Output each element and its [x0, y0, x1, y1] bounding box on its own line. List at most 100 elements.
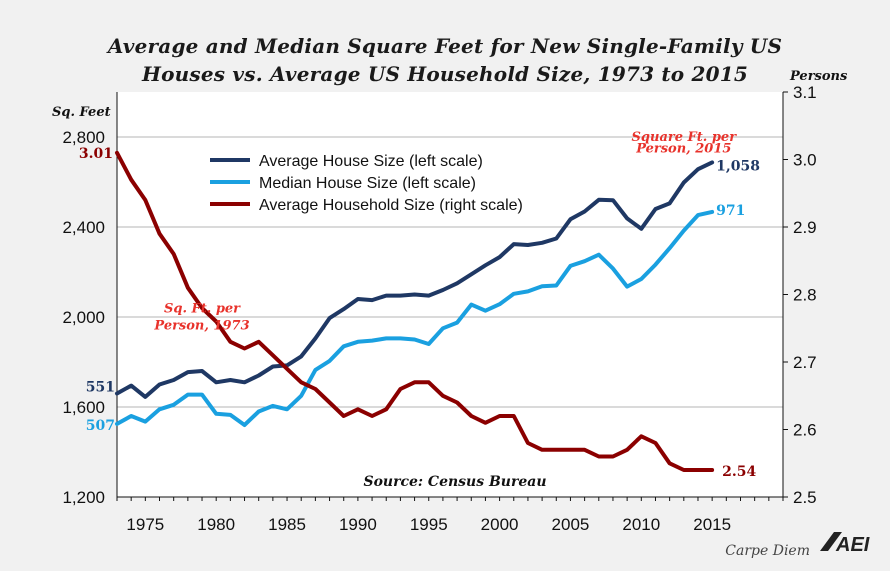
- annotation-label: 3.01: [79, 146, 113, 162]
- data-point: [625, 448, 629, 452]
- data-point: [427, 294, 431, 298]
- data-point: [242, 346, 247, 351]
- annotation-label: 2.54: [722, 464, 756, 480]
- data-point: [583, 259, 587, 263]
- data-point: [342, 307, 346, 311]
- data-point: [242, 380, 247, 384]
- data-point: [157, 407, 162, 411]
- data-point: [242, 423, 247, 427]
- data-point: [512, 292, 516, 296]
- data-point: [299, 354, 303, 358]
- data-point: [710, 468, 714, 472]
- data-point: [257, 409, 261, 414]
- data-point: [143, 395, 147, 399]
- data-point: [342, 344, 346, 348]
- data-point: [526, 243, 530, 247]
- annotation-label: 971: [716, 203, 745, 219]
- data-point: [384, 336, 388, 340]
- data-point: [696, 213, 700, 217]
- x-tick-label: 2010: [622, 515, 660, 534]
- legend-label: Average Household Size (right scale): [259, 197, 523, 214]
- data-point: [313, 387, 317, 391]
- data-point: [611, 198, 615, 202]
- data-point: [129, 384, 133, 388]
- data-point: [157, 232, 162, 236]
- data-point: [554, 236, 558, 241]
- data-point: [710, 160, 714, 165]
- data-point: [653, 207, 658, 211]
- data-point: [540, 284, 544, 288]
- data-point: [554, 448, 558, 452]
- data-point: [639, 227, 643, 231]
- annotation-label: 1,058: [716, 158, 760, 174]
- y-right-tick-label: 2.8: [793, 286, 817, 305]
- data-point: [412, 380, 417, 384]
- chart-title-line-2: Houses vs. Average US Household Size, 19…: [142, 62, 748, 86]
- data-point: [568, 264, 573, 268]
- data-point: [512, 242, 516, 246]
- data-point: [172, 252, 176, 256]
- data-point: [625, 285, 629, 289]
- data-point: [441, 394, 445, 398]
- data-point: [327, 316, 332, 320]
- data-point: [682, 468, 686, 472]
- annotation-label: 551: [86, 380, 115, 396]
- data-point: [441, 288, 445, 292]
- data-point: [398, 336, 403, 340]
- data-point: [653, 441, 658, 445]
- data-point: [682, 180, 686, 185]
- data-point: [384, 407, 388, 411]
- annotation-label: Sq. Ft. per: [164, 302, 241, 317]
- x-tick-label: 2005: [552, 515, 590, 534]
- data-point: [214, 319, 218, 324]
- data-point: [228, 413, 232, 417]
- data-point: [327, 400, 332, 405]
- data-point: [271, 404, 275, 408]
- data-point: [483, 421, 488, 425]
- y-right-tick-label: 3.1: [793, 83, 817, 102]
- x-tick-label: 1975: [126, 515, 164, 534]
- chart-title-line-1: Average and Median Square Feet for New S…: [107, 34, 783, 58]
- data-point: [568, 448, 573, 452]
- annotation-label: 507: [86, 418, 115, 434]
- data-point: [384, 294, 388, 298]
- source-note: Source: Census Bureau: [363, 474, 546, 490]
- data-point: [356, 340, 360, 344]
- data-point: [597, 253, 601, 257]
- y-left-tick-label: 2,000: [62, 308, 105, 327]
- annotation-label: Person, 1973: [153, 318, 249, 333]
- data-point: [639, 277, 643, 281]
- data-point: [370, 414, 374, 418]
- data-point: [469, 272, 473, 276]
- y-left-tick-label: 1,200: [62, 488, 105, 507]
- x-tick-label: 1980: [197, 515, 235, 534]
- data-point: [257, 373, 261, 378]
- data-point: [200, 369, 204, 373]
- data-point: [356, 297, 360, 301]
- data-point: [483, 309, 488, 313]
- data-point: [469, 303, 473, 307]
- data-point: [412, 337, 417, 342]
- data-point: [427, 380, 431, 384]
- data-point: [370, 298, 374, 302]
- data-point: [497, 255, 502, 259]
- data-point: [157, 382, 162, 387]
- left-axis-title: Sq. Feet: [52, 105, 111, 120]
- data-point: [512, 414, 516, 418]
- data-point: [398, 387, 403, 391]
- data-point: [129, 178, 133, 182]
- data-point: [313, 368, 317, 372]
- data-point: [611, 267, 615, 271]
- data-point: [299, 394, 303, 398]
- data-point: [356, 407, 360, 411]
- y-right-tick-label: 2.7: [793, 353, 817, 372]
- legend-label: Average House Size (left scale): [259, 153, 483, 170]
- data-point: [271, 364, 275, 369]
- data-point: [497, 414, 502, 418]
- data-point: [115, 151, 119, 155]
- data-point: [412, 292, 417, 297]
- data-point: [398, 294, 403, 298]
- data-point: [597, 198, 601, 202]
